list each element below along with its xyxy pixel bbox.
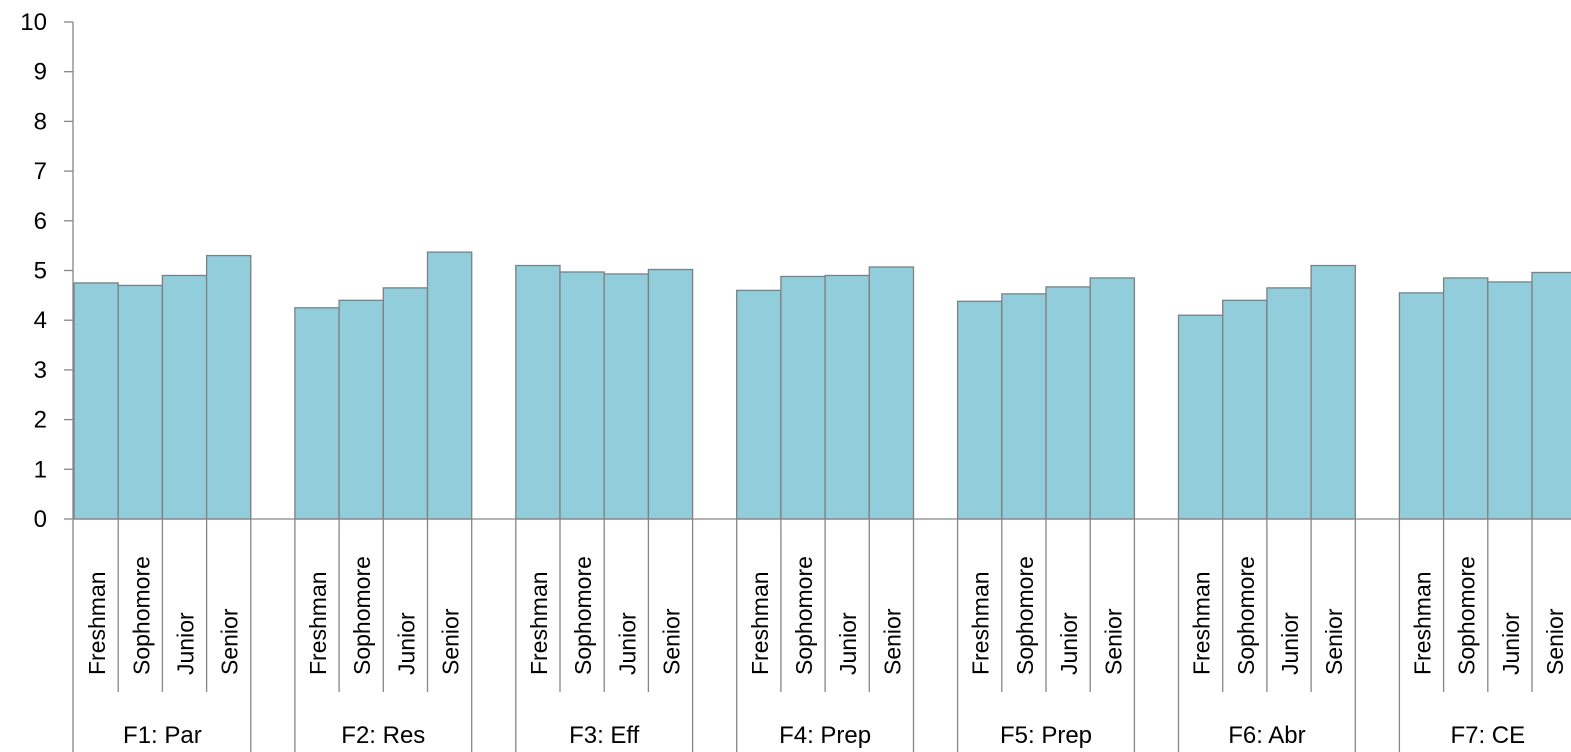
group-label: F1: Par xyxy=(123,722,202,749)
bar xyxy=(780,275,826,520)
bar xyxy=(294,307,340,520)
bar xyxy=(1266,287,1312,520)
category-label: Junior xyxy=(1056,612,1082,675)
y-tick-label: 4 xyxy=(34,307,47,334)
y-tick-label: 8 xyxy=(34,108,47,135)
category-label: Sophomore xyxy=(349,556,375,675)
category-label: Freshman xyxy=(305,571,331,675)
category-label: Senior xyxy=(217,608,243,675)
group-label: F7: CE xyxy=(1450,722,1525,749)
category-label: Freshman xyxy=(1189,571,1215,675)
y-tick-label: 0 xyxy=(34,506,47,533)
bars xyxy=(73,251,1571,520)
group-label: F2: Res xyxy=(341,722,425,749)
category-label: Freshman xyxy=(747,571,773,675)
y-tick-label: 7 xyxy=(34,158,47,185)
bar xyxy=(1222,299,1268,520)
bar xyxy=(956,300,1003,520)
category-label: Freshman xyxy=(526,571,552,675)
bar xyxy=(515,264,561,520)
bar xyxy=(824,274,870,520)
bar xyxy=(161,274,208,520)
bar xyxy=(1531,271,1571,520)
category-label: Senior xyxy=(438,608,464,675)
bar xyxy=(1398,292,1445,520)
category-label: Junior xyxy=(614,612,640,675)
category-label: Freshman xyxy=(1410,571,1436,675)
category-label: Sophomore xyxy=(791,556,817,675)
category-label: Senior xyxy=(659,608,685,675)
x-axis: Freshman Sophomore Junior Senior F1: Par Fres… xyxy=(72,518,1571,752)
category-label: Sophomore xyxy=(570,556,596,675)
category-label: Sophomore xyxy=(1233,556,1259,675)
bar xyxy=(559,271,605,520)
bar xyxy=(205,254,252,520)
category-label: Senior xyxy=(1321,608,1347,675)
group-label: F4: Prep xyxy=(779,722,871,749)
y-tick-label: 9 xyxy=(34,59,47,86)
y-tick-label: 5 xyxy=(34,258,47,285)
category-label: Junior xyxy=(173,612,199,675)
bar xyxy=(382,287,429,520)
bar xyxy=(1177,314,1224,520)
category-label: Junior xyxy=(1277,612,1303,675)
y-tick-label: 1 xyxy=(34,456,47,483)
bar xyxy=(338,299,384,520)
y-tick-label: 3 xyxy=(34,357,47,384)
category-label: Senior xyxy=(1100,608,1126,675)
group-label: F6: Abr xyxy=(1228,722,1305,749)
group-label: F5: Prep xyxy=(1000,722,1092,749)
category-label: Freshman xyxy=(84,571,110,675)
group-label: F3: Eff xyxy=(569,722,640,749)
category-label: Junior xyxy=(393,612,419,675)
bar xyxy=(647,268,694,520)
category-label: Freshman xyxy=(968,571,994,675)
bar xyxy=(1001,293,1047,520)
category-label: Junior xyxy=(1498,612,1524,675)
bar xyxy=(426,251,473,520)
y-tick-label: 2 xyxy=(34,407,47,434)
y-tick-label: 6 xyxy=(34,208,47,235)
bar xyxy=(1089,277,1136,520)
category-label: Sophomore xyxy=(1454,556,1480,675)
bar xyxy=(1442,277,1489,520)
y-axis: 0 1 2 3 4 5 6 7 8 9 10 xyxy=(20,9,74,533)
category-label: Sophomore xyxy=(128,556,154,675)
bar xyxy=(1045,286,1091,520)
bar xyxy=(1487,281,1533,520)
category-label: Senior xyxy=(879,608,905,675)
bar xyxy=(868,266,915,520)
category-label: Junior xyxy=(835,612,861,675)
category-label: Sophomore xyxy=(1012,556,1038,675)
bar xyxy=(603,273,650,520)
bar xyxy=(1310,264,1356,520)
bar xyxy=(117,284,164,520)
bar xyxy=(736,289,782,520)
bar xyxy=(73,282,119,520)
y-tick-label: 10 xyxy=(20,9,47,36)
category-label: Senior xyxy=(1542,608,1568,675)
